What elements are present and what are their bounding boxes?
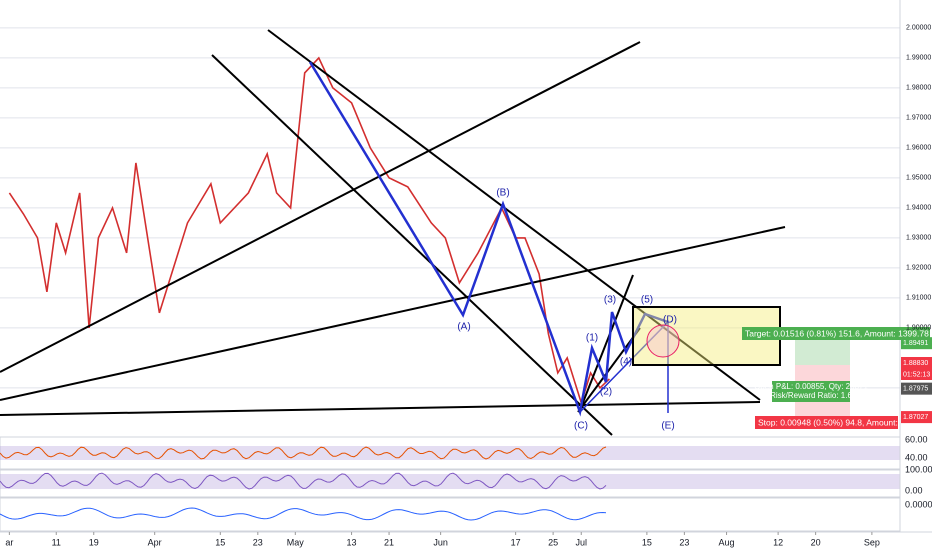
open-box <box>772 381 850 402</box>
x-tick-label: 12 <box>773 537 783 547</box>
x-tick-label: Aug <box>719 537 735 547</box>
x-tick-label: Sep <box>864 537 880 547</box>
wave-label: (1) <box>586 333 598 344</box>
x-tick-label: 23 <box>679 537 689 547</box>
ratio-text: Risk/Reward Ratio: 1.6 <box>770 391 852 400</box>
target-box <box>742 327 930 340</box>
countdown-box <box>901 369 932 380</box>
y-tick-label: 1.94000 <box>906 205 931 212</box>
x-tick-label: 20 <box>811 537 821 547</box>
y-tick-label: 1.96000 <box>906 145 931 152</box>
pane-label: 60.00 <box>905 434 928 444</box>
axes: 2.00000 1.99000 1.98000 1.97000 1.96000 1.950… <box>5 25 932 547</box>
wave-label: (3) <box>604 295 616 306</box>
oscillator <box>0 472 607 490</box>
y-tick-label: 1.93000 <box>906 235 931 242</box>
trendline <box>0 226 786 401</box>
price-label-box <box>901 411 932 424</box>
y-tick-label: 1.90000 <box>906 325 931 332</box>
open-text: Open P&L: 0.00855, Qty: 26371 <box>754 382 868 391</box>
x-tick-label: Apr <box>148 537 162 547</box>
trendline <box>0 401 761 416</box>
wave-label: (E) <box>661 421 674 432</box>
trendline <box>267 29 761 401</box>
wave-label: (C) <box>574 421 588 432</box>
stoch-band <box>0 474 900 489</box>
stop-text: Stop: 0.00948 (0.50%) 94.8, Amount: 750 <box>758 417 915 427</box>
oscillator <box>0 446 607 460</box>
wave-label: (B) <box>496 188 509 199</box>
x-tick-label: 17 <box>511 537 521 547</box>
circle-marker <box>646 324 680 358</box>
x-tick-label: 13 <box>347 537 357 547</box>
elliott-wave <box>579 320 669 413</box>
drawings: (A) (B) (C) (1) (2) (3) (4) (5) (D) (E) … <box>0 29 930 436</box>
x-tick-label: 25 <box>548 537 558 547</box>
y-tick-label: 1.91000 <box>906 295 931 302</box>
countdown: 01:52:13 <box>903 371 930 378</box>
price-label: 1.89491 <box>903 340 928 347</box>
y-tick-label: 2.00000 <box>906 25 931 32</box>
price-label-box <box>901 337 932 350</box>
x-tick-label: Jul <box>575 537 587 547</box>
target-text: Target: 0.01516 (0.81%) 151.6, Amount: 1… <box>745 328 929 338</box>
y-tick-label: 1.92000 <box>906 265 931 272</box>
wave-label: (A) <box>457 322 470 333</box>
oscillator <box>0 507 607 521</box>
pane-label: 0.00 <box>905 485 923 495</box>
elliott-wave <box>308 61 669 417</box>
wave-label: (2) <box>600 387 612 398</box>
pane-label: 0.00000 <box>905 499 932 509</box>
price-label-box <box>901 357 932 369</box>
price-line <box>8 56 610 406</box>
price-label: 1.87975 <box>903 385 928 392</box>
wave-label: (D) <box>663 315 677 326</box>
pane-label: 100.00 <box>905 464 932 474</box>
pane-label: 40.00 <box>905 452 928 462</box>
x-tick-label: 23 <box>253 537 263 547</box>
rsi-band <box>0 446 900 460</box>
x-tick-label: 11 <box>52 537 61 547</box>
y-tick-label: 1.99000 <box>906 55 931 62</box>
stop-box <box>755 416 898 429</box>
x-tick-label: 19 <box>89 537 99 547</box>
x-tick-label: ar <box>5 537 13 547</box>
trendline <box>211 54 613 436</box>
x-tick-label: 15 <box>642 537 652 547</box>
indicator-panes: 60.00 40.00 100.00 0.00 0.00000 <box>0 0 932 533</box>
price-label: 1.88830 <box>903 360 928 367</box>
price-series <box>8 56 610 406</box>
y-tick-label: 1.97000 <box>906 115 931 122</box>
macd-pane <box>0 497 901 532</box>
x-tick-label: May <box>287 537 305 547</box>
trendline <box>579 274 634 411</box>
x-tick-label: 15 <box>215 537 225 547</box>
price-label-box <box>901 382 932 395</box>
x-tick-label: 21 <box>384 537 394 547</box>
x-tick-label: Jun <box>433 537 448 547</box>
y-tick-label: 1.98000 <box>906 85 931 92</box>
y-tick-label: 1.95000 <box>906 175 931 182</box>
wave-label: (5) <box>641 295 653 306</box>
wave-label: (4) <box>620 357 632 368</box>
trendline <box>0 41 641 373</box>
price-label: 1.87027 <box>903 414 928 421</box>
